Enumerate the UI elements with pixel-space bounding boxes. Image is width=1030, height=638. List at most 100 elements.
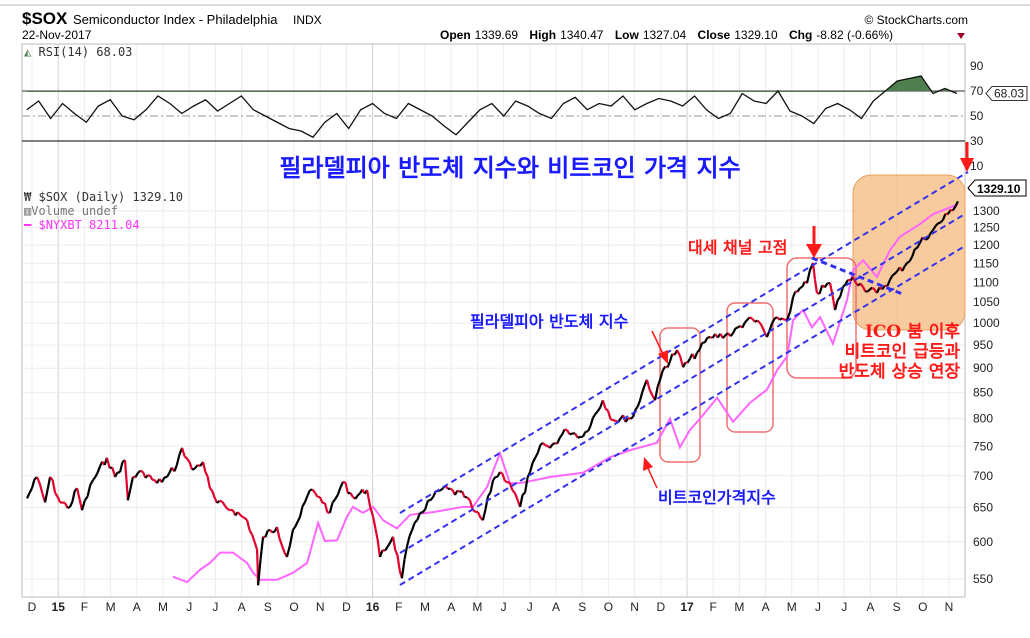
sox-candle [934,222,939,227]
sox-candle [400,559,406,579]
copyright[interactable]: © StockCharts.com [864,13,968,27]
x-tick-label: N [630,600,639,614]
sox-candle [703,337,709,343]
sox-candle [759,322,764,328]
legend-volume: ▥Volume undef [24,204,118,218]
x-tick-label: M [420,600,430,614]
sox-candle [221,501,226,507]
sox-candle [901,265,906,272]
last-price-tag [967,179,1027,197]
sox-candle [44,489,49,503]
sox-candle [492,476,497,481]
sox-candle [439,487,444,492]
chg-value: -8.82 (-0.66%) [816,28,893,42]
rsi-tick-label: 70 [970,84,984,98]
sox-candle [792,291,797,298]
sox-candle [754,319,758,323]
sox-candle [264,530,269,538]
sox-candle [183,455,188,460]
sox-candle [181,447,186,457]
sox-candle [303,495,309,503]
x-tick-label: 15 [52,600,66,614]
channel-top-annotation: 대세 채널 고점 [688,238,787,257]
sox-candle [68,501,74,508]
sox-candle [582,431,587,438]
candles-icon: ₩ [24,190,32,204]
sox-candle [26,492,31,499]
sox-candle [771,318,776,324]
sox-candle [403,546,409,561]
last-price-label: 1329.10 [977,182,1021,196]
plot-frame [21,43,966,598]
channel-top-arrow-icon [806,244,822,258]
sox-candle [696,349,701,354]
sox-candle [429,496,434,501]
exchange: INDX [293,13,322,27]
sox-candle [604,407,609,412]
sox-candle [275,526,281,539]
sox-candle [408,529,414,537]
sox-candle [911,248,916,257]
sox-candle [186,457,191,463]
sox-candle [269,529,274,534]
sox-candle [301,501,306,507]
sox-candle [596,406,602,412]
sox-candle [188,461,194,471]
sox-candle [175,454,181,466]
x-tick-label: N [945,600,954,614]
sox-candle [641,385,646,393]
sox-candle [847,278,851,282]
sox-candle [749,316,753,320]
sox-candle [376,539,382,558]
sox-candle [80,500,86,511]
x-tick-label: S [893,600,901,614]
sox-candle [257,558,262,586]
sox-candle [366,489,372,507]
sox-candle [529,462,534,473]
date-x-axis: D 15 F M A M J J A S O N D 16 F M A M J J A S O N D 17 F M A M J J A S O N [28,600,954,614]
sox-candle [369,506,375,518]
sox-candle [551,442,556,446]
sox-candle [318,496,324,504]
sox-candle [204,471,209,478]
sox-candle [413,519,419,524]
sox-candle [932,225,937,231]
sox-candle [64,502,69,509]
sox-candle [134,472,139,478]
sox-candle [456,489,461,493]
highlight-box-1 [659,327,701,463]
sox-candle [894,270,899,275]
sox-candle [732,327,737,334]
sox-candle [881,285,886,291]
sox-candle [886,279,892,287]
sox-candle [954,200,959,208]
sox-candle [666,360,671,368]
sox-candle [668,353,674,362]
sox-candle [610,418,614,422]
sox-candle [937,221,941,225]
btc-arrow-icon [643,457,653,471]
sox-candle [173,464,178,472]
sox-candle [707,335,711,339]
y-tick-label: 800 [973,412,993,426]
ico-boom-highlight-box [852,174,966,331]
chart-date: 22-Nov-2017 [22,28,92,42]
sox-candle [566,429,571,435]
sox-candle [336,487,342,496]
sox-candle [421,508,427,514]
symbol: $SOX [22,9,68,28]
rsi-tick-label: 90 [970,59,984,73]
sox-candle [454,490,459,496]
sox-candle [501,473,506,482]
sox-candle [818,284,824,295]
sox-candle [724,332,729,337]
sox-candle [197,463,201,468]
sox-candle [823,282,829,288]
y-tick-label: 750 [973,439,993,453]
sox-candle [661,365,667,371]
y-tick-label: 1250 [973,221,1000,235]
sox-candle [349,492,354,498]
sox-candle [768,322,774,332]
sox-candle [504,480,508,484]
